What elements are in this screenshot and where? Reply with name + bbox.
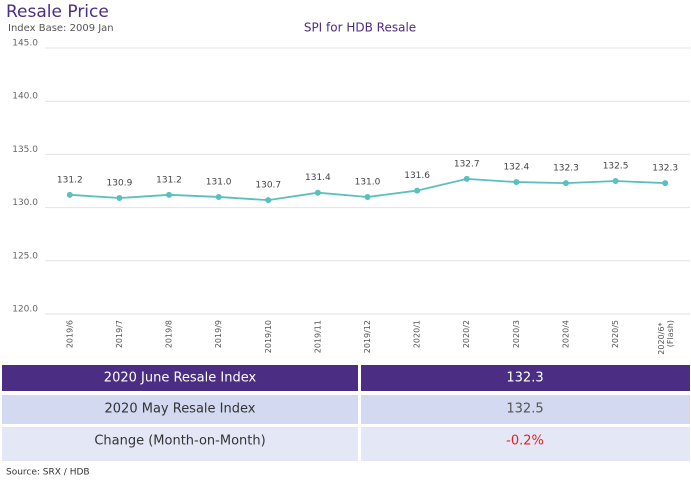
- table-text: Change (Month-on-Month): [94, 434, 265, 449]
- data-label: 130.7: [255, 181, 281, 191]
- x-tick-label: 2019/6: [65, 320, 74, 348]
- chart-title: SPI for HDB Resale: [304, 21, 416, 35]
- point: [265, 197, 272, 204]
- table-text: 132.5: [506, 402, 543, 417]
- data-label: 131.2: [156, 175, 182, 185]
- table-text: -0.2%: [506, 434, 544, 449]
- x-tick-label: 2019/8: [165, 320, 174, 348]
- y-tick-label: 140.0: [12, 92, 38, 102]
- data-label: 132.3: [652, 164, 678, 174]
- x-tick-label-part: 2020/6*: [657, 320, 666, 355]
- point: [562, 180, 569, 187]
- point: [463, 175, 470, 182]
- x-tick-label: 2020/3: [512, 320, 521, 348]
- point: [662, 180, 669, 187]
- point: [513, 179, 520, 186]
- point: [414, 187, 421, 194]
- y-tick-label: 145.0: [12, 39, 38, 49]
- data-label: 132.5: [603, 162, 629, 172]
- point: [66, 191, 73, 198]
- x-tick-label: 2019/10: [264, 320, 273, 353]
- data-label: 131.6: [404, 171, 430, 181]
- table-text: 2020 May Resale Index: [105, 402, 256, 417]
- data-label: 130.9: [107, 179, 133, 189]
- table-text: 2020 June Resale Index: [104, 371, 257, 386]
- x-tick-label-part: (Flash): [666, 320, 675, 347]
- point: [215, 193, 222, 200]
- data-label: 131.4: [305, 173, 331, 183]
- y-tick-label: 125.0: [12, 251, 38, 261]
- y-tick-label: 135.0: [12, 145, 38, 155]
- data-label: 132.7: [454, 159, 480, 169]
- x-tick-label: 2020/4: [561, 320, 570, 348]
- table-cell: [2, 365, 358, 391]
- data-label: 131.0: [355, 177, 381, 187]
- point: [116, 195, 123, 202]
- x-tick-label: 2020/2: [462, 320, 471, 348]
- x-tick-label: 2019/12: [363, 320, 372, 353]
- data-label: 132.4: [503, 163, 529, 173]
- data-label: 131.2: [57, 175, 83, 185]
- x-tick-label: 2019/7: [115, 320, 124, 348]
- page-title: Resale Price: [6, 2, 109, 22]
- table-cell: [2, 395, 358, 424]
- table-cell: [361, 365, 690, 391]
- y-tick-label: 120.0: [12, 305, 38, 315]
- x-tick-label: 2020/6* (Flash): [657, 320, 675, 355]
- table-cell: [361, 395, 690, 424]
- x-tick-label: 2020/1: [413, 320, 422, 348]
- table-cell: [2, 427, 358, 461]
- data-label: 131.0: [206, 177, 232, 187]
- x-tick-label: 2019/9: [214, 320, 223, 348]
- table-text: 132.3: [506, 371, 543, 386]
- page-subtitle: Index Base: 2009 Jan: [8, 23, 114, 34]
- y-tick-label: 130.0: [12, 198, 38, 208]
- point: [612, 178, 619, 184]
- data-label: 132.3: [553, 164, 579, 174]
- x-tick-label: 2019/11: [313, 320, 322, 353]
- point: [364, 193, 371, 200]
- source: Source: SRX / HDB: [6, 468, 90, 478]
- x-tick-label: 2020/5: [611, 320, 620, 348]
- table-cell: [361, 427, 690, 461]
- point: [166, 191, 173, 198]
- point: [314, 189, 321, 196]
